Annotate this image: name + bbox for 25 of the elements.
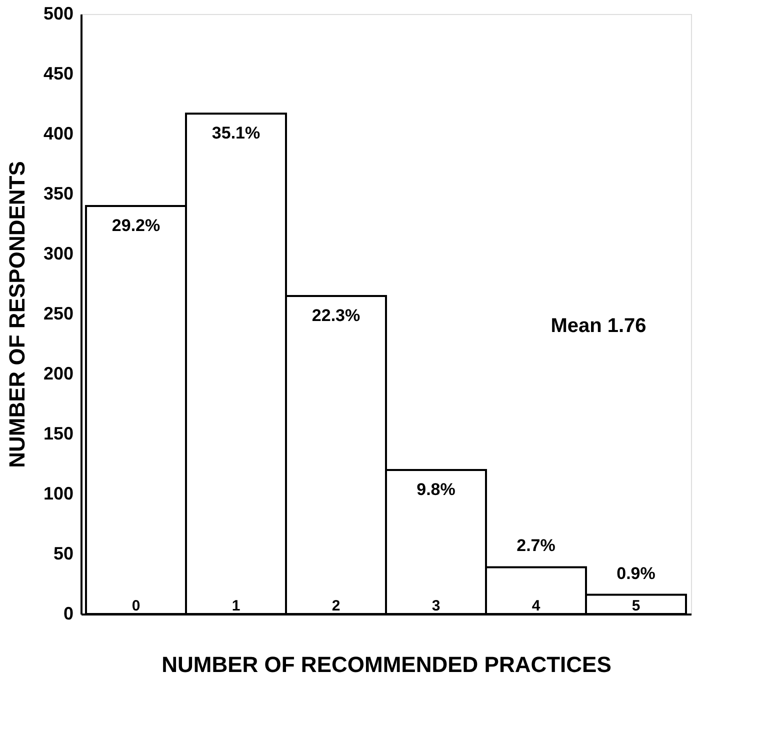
x-tick-label: 2 [332, 598, 340, 614]
y-tick-label: 200 [43, 364, 74, 384]
y-tick-label: 500 [43, 4, 74, 24]
y-tick-label: 50 [53, 544, 74, 564]
y-axis-title: NUMBER OF RESPONDENTS [4, 161, 30, 468]
annotation: 9.8% [416, 480, 456, 499]
x-tick-label: 4 [532, 598, 541, 614]
x-axis-title: NUMBER OF RECOMMENDED PRACTICES [162, 652, 612, 677]
x-tick-label: 0 [132, 598, 140, 614]
y-tick-label: 150 [43, 424, 74, 444]
annotation: 29.2% [112, 216, 160, 235]
y-tick-label: 350 [43, 184, 74, 204]
x-tick-label: 1 [232, 598, 240, 614]
y-tick-label: 450 [43, 64, 74, 84]
annotation: 35.1% [212, 124, 260, 143]
x-tick-label: 3 [432, 598, 440, 614]
annotation: 22.3% [312, 306, 360, 325]
annotation: Mean 1.76 [550, 315, 646, 337]
x-tick-label: 5 [632, 598, 640, 614]
annotation: 0.9% [616, 564, 656, 583]
annotation: 2.7% [516, 536, 556, 556]
y-tick-label: 250 [43, 304, 74, 324]
y-tick-label: 100 [43, 484, 74, 504]
y-tick-label: 400 [43, 124, 74, 144]
y-tick-label: 300 [43, 244, 74, 264]
